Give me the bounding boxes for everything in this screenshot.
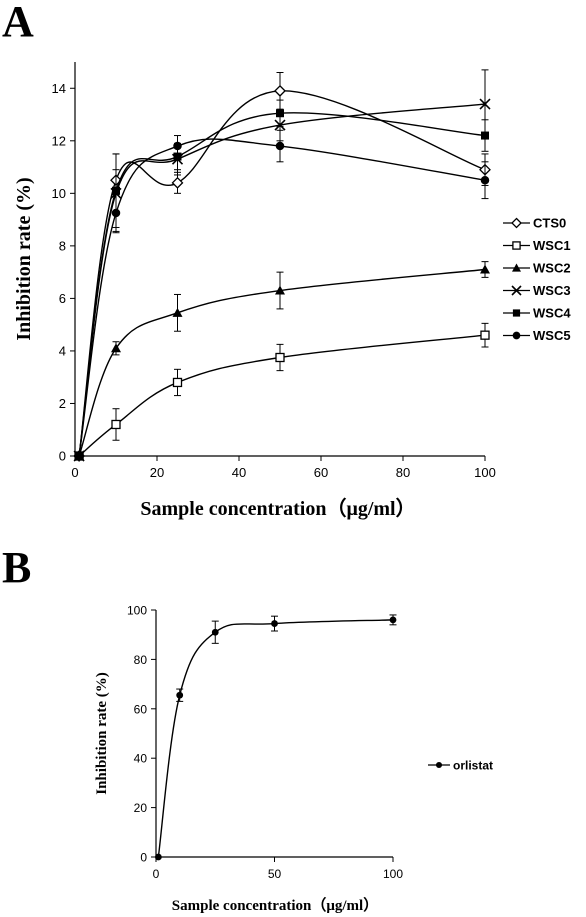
legend-marker bbox=[511, 217, 522, 229]
y-tick-label: 12 bbox=[52, 133, 66, 148]
data-point bbox=[275, 141, 285, 151]
cross-stroke bbox=[479, 98, 491, 110]
data-point bbox=[275, 352, 285, 363]
y-tick-label: 0 bbox=[59, 449, 66, 464]
series-wsc1 bbox=[74, 322, 490, 461]
data-point bbox=[172, 307, 183, 317]
y-tick-label: 60 bbox=[134, 702, 148, 716]
x-tick-label: 50 bbox=[268, 867, 282, 881]
y-tick-label: 14 bbox=[52, 81, 66, 96]
data-point bbox=[172, 377, 183, 388]
legend-item-wsc2: WSC2 bbox=[503, 261, 571, 276]
y-tick-label: 8 bbox=[59, 238, 66, 253]
series-wsc3 bbox=[73, 69, 491, 462]
legend-label: orlistat bbox=[453, 759, 493, 773]
data-point bbox=[480, 330, 490, 340]
series-line bbox=[157, 619, 394, 858]
legend-marker bbox=[435, 761, 443, 769]
chart-a: 0 2 4 6 8 10 12 14 0 20 40 60 80 100 Sample concentrat… bbox=[13, 62, 571, 520]
data-point bbox=[275, 285, 285, 295]
y-tick-label: 6 bbox=[59, 291, 66, 306]
x-axis-title: Sample concentration（μg/ml） bbox=[172, 896, 378, 914]
data-point bbox=[480, 175, 490, 185]
data-point bbox=[271, 620, 278, 627]
legend-item-wsc3: WSC3 bbox=[503, 283, 571, 298]
legend-item-wsc4: WSC4 bbox=[503, 306, 571, 321]
data-point bbox=[74, 451, 84, 461]
series-line bbox=[78, 268, 486, 457]
series-orlistat bbox=[154, 614, 397, 861]
legend-marker bbox=[511, 285, 522, 296]
data-point bbox=[481, 131, 489, 140]
legend-item-wsc5: WSC5 bbox=[503, 328, 571, 343]
y-axis-title: Inhibition rate (%) bbox=[13, 177, 35, 340]
panel-label-b: B bbox=[2, 543, 31, 592]
legend-item-cts0: CTS0 bbox=[503, 216, 566, 231]
legend-label: WSC1 bbox=[533, 238, 571, 253]
data-point bbox=[154, 853, 162, 861]
chart-b: 0 20 40 60 80 100 0 50 100 Sample concentration（μ… bbox=[94, 604, 493, 915]
series-line bbox=[78, 103, 486, 457]
data-point bbox=[211, 628, 219, 636]
y-tick-label: 2 bbox=[59, 396, 66, 411]
x-tick-label: 0 bbox=[153, 867, 160, 881]
x-tick-label: 20 bbox=[150, 465, 164, 480]
legend-marker bbox=[512, 309, 521, 317]
y-tick-label: 20 bbox=[134, 801, 148, 815]
y-tick-label: 100 bbox=[127, 604, 147, 618]
y-tick-label: 0 bbox=[140, 851, 147, 865]
cross-stroke bbox=[511, 285, 522, 296]
legend-marker bbox=[512, 241, 521, 250]
legend-label: WSC5 bbox=[533, 328, 571, 343]
data-point bbox=[111, 208, 121, 218]
y-tick-label: 4 bbox=[59, 343, 66, 358]
x-axis-title: Sample concentration（μg/ml） bbox=[140, 497, 415, 520]
data-point bbox=[171, 176, 184, 189]
x-tick-label: 100 bbox=[474, 465, 496, 480]
y-tick-label: 10 bbox=[52, 186, 66, 201]
data-point bbox=[111, 419, 121, 430]
legend-label: WSC3 bbox=[533, 283, 571, 298]
legend-label: WSC2 bbox=[533, 261, 571, 276]
panel-label-a: A bbox=[2, 0, 34, 46]
legend-marker bbox=[512, 263, 521, 272]
series-wsc5 bbox=[74, 129, 490, 461]
data-point bbox=[176, 691, 184, 699]
data-point bbox=[112, 186, 120, 195]
y-axis-title: Inhibition rate (%) bbox=[94, 672, 110, 795]
legend-item-orlistat: orlistat bbox=[428, 759, 493, 773]
series-wsc4 bbox=[75, 99, 489, 460]
x-tick-label: 100 bbox=[383, 867, 403, 881]
data-point bbox=[480, 264, 490, 274]
data-point bbox=[173, 141, 182, 151]
y-tick-label: 80 bbox=[134, 653, 148, 667]
x-tick-label: 40 bbox=[232, 465, 246, 480]
x-tick-label: 60 bbox=[314, 465, 328, 480]
legend-label: WSC4 bbox=[533, 306, 571, 321]
x-tick-label: 80 bbox=[396, 465, 410, 480]
x-tick-label: 0 bbox=[71, 465, 78, 480]
y-tick-label: 40 bbox=[134, 752, 148, 766]
data-point bbox=[479, 98, 491, 110]
series-line bbox=[78, 138, 486, 457]
legend-marker bbox=[512, 331, 521, 340]
data-point bbox=[389, 616, 397, 624]
data-point bbox=[274, 84, 286, 97]
data-point bbox=[276, 109, 284, 118]
legend-item-wsc1: WSC1 bbox=[503, 238, 571, 253]
data-point bbox=[111, 343, 121, 353]
legend-label: CTS0 bbox=[533, 216, 566, 231]
